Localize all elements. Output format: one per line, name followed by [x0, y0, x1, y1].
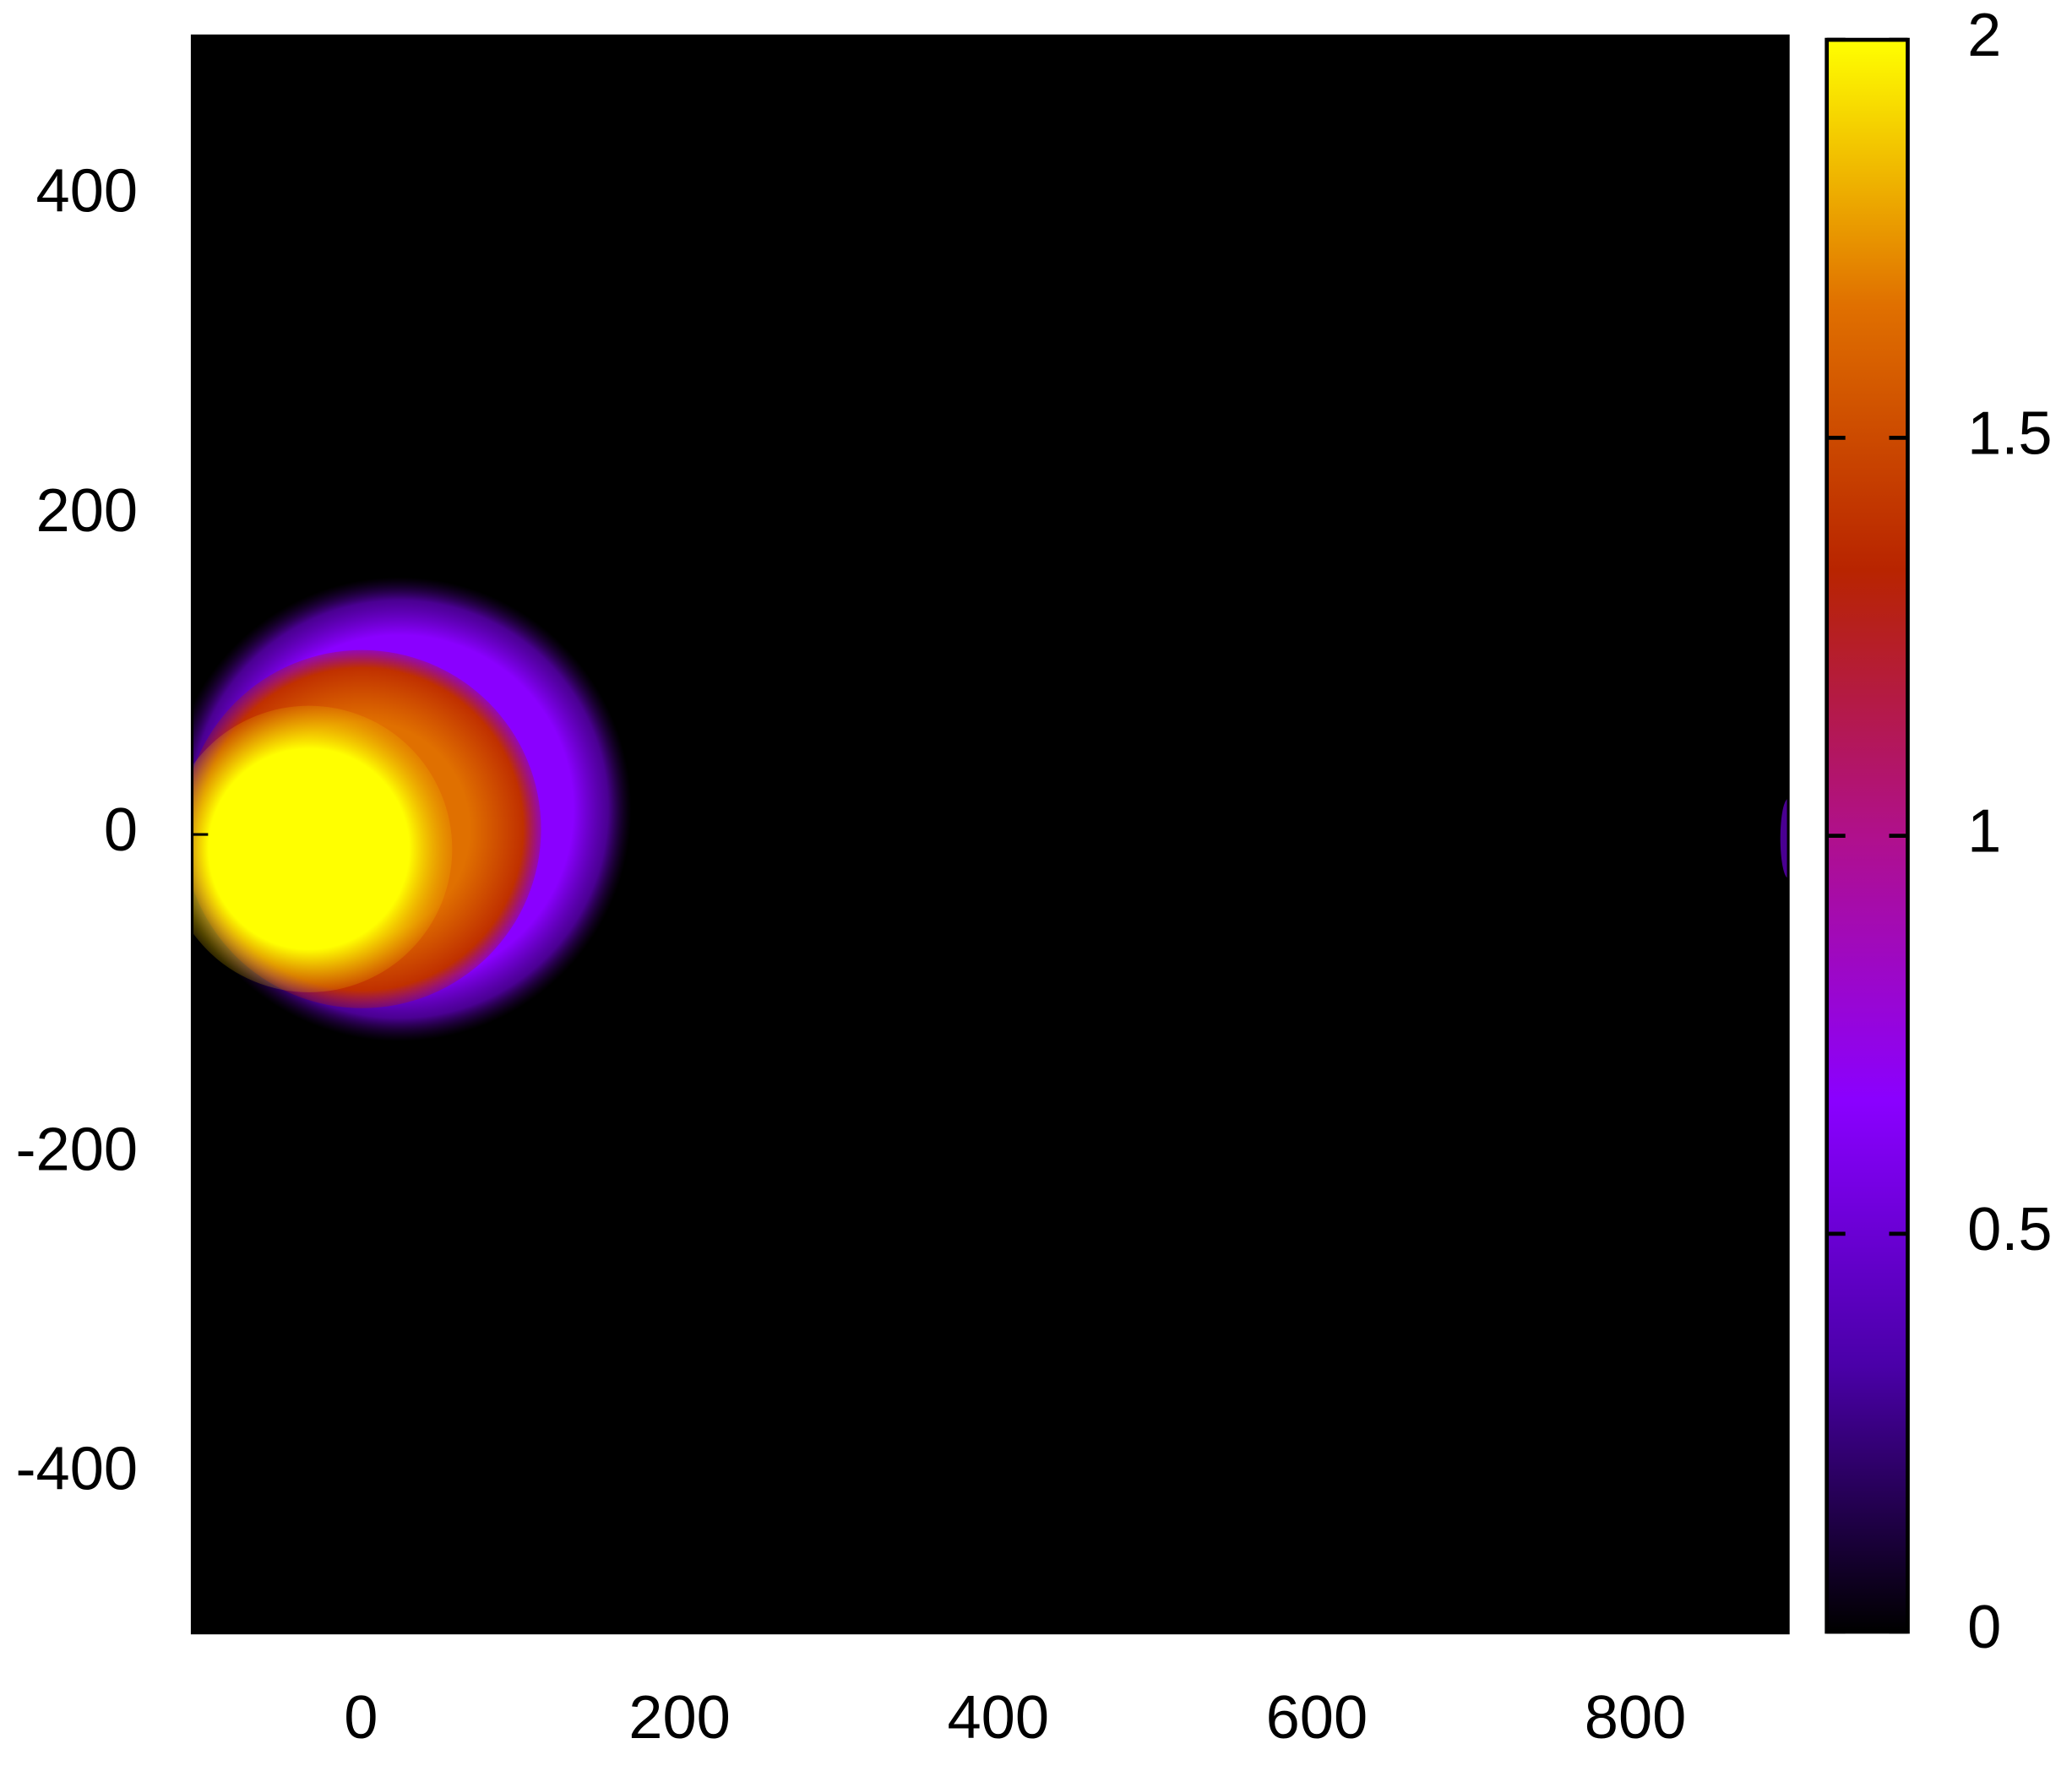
x-tick-label: 600 [1266, 1684, 1368, 1752]
heatmap-image [192, 577, 1789, 1041]
heatmap-region [1780, 798, 1789, 878]
y-tick-label: -400 [15, 1436, 138, 1503]
x-tick-label: 800 [1585, 1684, 1687, 1752]
y-tick-label: 200 [36, 477, 139, 545]
y-tick-label: -200 [15, 1116, 138, 1183]
y-tick-label: 0 [104, 796, 138, 864]
colorbar-tick-label: 0 [1967, 1594, 2001, 1661]
x-tick-label: 400 [947, 1684, 1049, 1752]
x-tick-label: 200 [628, 1684, 731, 1752]
y-tick-label: 400 [36, 158, 139, 225]
heatmap-region [192, 705, 453, 992]
x-tick-label: 0 [344, 1684, 378, 1752]
colorbar-tick-label: 1.5 [1967, 399, 2052, 467]
colorbar-tick-label: 0.5 [1967, 1196, 2052, 1263]
colorbar-tick-label: 2 [1967, 2, 2001, 69]
colorbar-tick-label: 1 [1967, 798, 2001, 866]
